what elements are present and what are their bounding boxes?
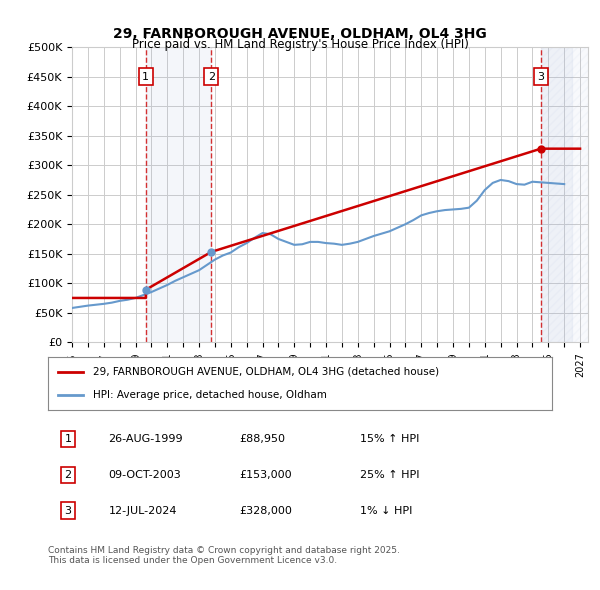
Text: 1% ↓ HPI: 1% ↓ HPI [361, 506, 413, 516]
Text: 09-OCT-2003: 09-OCT-2003 [109, 470, 181, 480]
Text: HPI: Average price, detached house, Oldham: HPI: Average price, detached house, Oldh… [94, 390, 327, 400]
Text: 1: 1 [142, 72, 149, 81]
Text: £328,000: £328,000 [239, 506, 292, 516]
Bar [146, 47, 211, 342]
Text: 29, FARNBOROUGH AVENUE, OLDHAM, OL4 3HG: 29, FARNBOROUGH AVENUE, OLDHAM, OL4 3HG [113, 27, 487, 41]
Text: Price paid vs. HM Land Registry's House Price Index (HPI): Price paid vs. HM Land Registry's House … [131, 38, 469, 51]
Text: 2: 2 [208, 72, 215, 81]
Text: 1: 1 [65, 434, 71, 444]
Text: £88,950: £88,950 [239, 434, 286, 444]
Text: Contains HM Land Registry data © Crown copyright and database right 2025.
This d: Contains HM Land Registry data © Crown c… [48, 546, 400, 565]
Bar [541, 47, 588, 342]
Text: 2: 2 [65, 470, 72, 480]
Bar [541, 47, 572, 342]
Text: £153,000: £153,000 [239, 470, 292, 480]
Text: 25% ↑ HPI: 25% ↑ HPI [361, 470, 420, 480]
Text: 3: 3 [65, 506, 71, 516]
Text: 26-AUG-1999: 26-AUG-1999 [109, 434, 183, 444]
Text: 15% ↑ HPI: 15% ↑ HPI [361, 434, 420, 444]
Text: 12-JUL-2024: 12-JUL-2024 [109, 506, 177, 516]
Text: 3: 3 [538, 72, 544, 81]
Text: 29, FARNBOROUGH AVENUE, OLDHAM, OL4 3HG (detached house): 29, FARNBOROUGH AVENUE, OLDHAM, OL4 3HG … [94, 367, 439, 377]
